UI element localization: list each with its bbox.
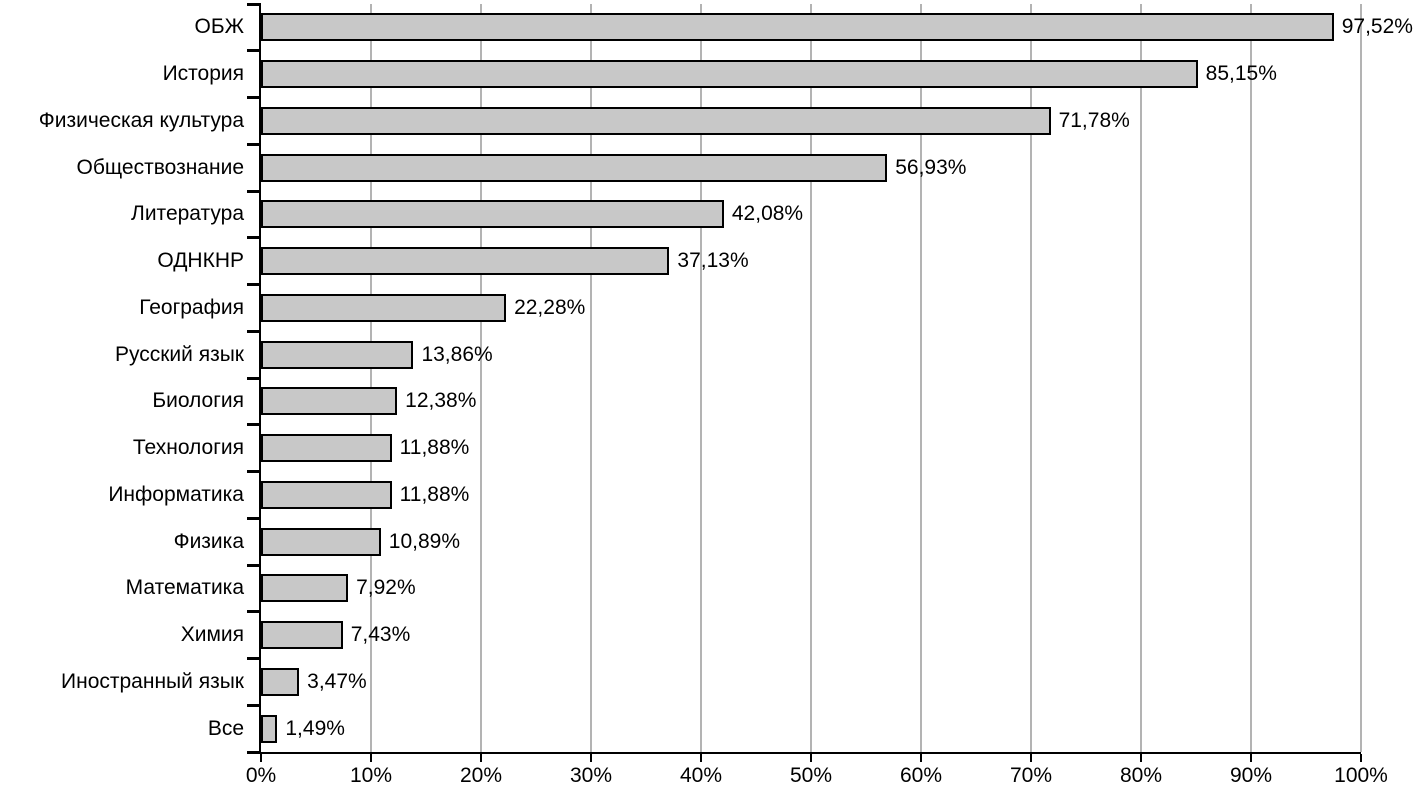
bar <box>261 714 278 743</box>
bar <box>261 667 300 696</box>
value-label: 56,93% <box>895 155 967 179</box>
gridline <box>1030 4 1032 752</box>
value-label: 13,86% <box>421 342 493 366</box>
gridline <box>480 4 482 752</box>
y-axis-tick <box>247 96 261 99</box>
x-axis-tick-label: 20% <box>459 764 503 787</box>
plot-area: 97,52% 85,15% 71,78% 56,93% 42,08% 37,13% 22,2… <box>259 4 1413 754</box>
y-axis-tick <box>247 423 261 427</box>
category-label: Технология <box>132 436 244 460</box>
category-label: Русский язык <box>114 342 244 366</box>
x-axis-tick <box>700 754 702 762</box>
value-label: 85,15% <box>1205 62 1277 86</box>
x-axis-tick-label: 50% <box>789 764 833 787</box>
category-label: Математика <box>125 576 244 600</box>
y-axis-tick <box>247 470 261 473</box>
y-axis-tick <box>247 657 261 660</box>
category-label: История <box>162 62 244 86</box>
x-axis-tick-label: 30% <box>569 764 613 787</box>
y-axis-tick <box>247 329 261 333</box>
gridline <box>920 4 922 752</box>
bar <box>261 293 507 322</box>
x-axis-tick <box>480 754 482 762</box>
category-label: Информатика <box>108 482 244 506</box>
gridline <box>1140 4 1142 752</box>
bar <box>261 480 392 509</box>
bar <box>261 574 349 603</box>
y-axis-tick <box>247 142 261 146</box>
bar <box>261 106 1051 135</box>
y-axis-tick <box>247 703 261 707</box>
value-label: 7,92% <box>356 576 416 600</box>
gridline <box>1360 4 1362 752</box>
y-axis-tick <box>247 189 261 193</box>
value-label: 42,08% <box>731 202 804 226</box>
gridline <box>810 4 812 752</box>
x-axis-tick <box>1030 754 1032 762</box>
value-label: 10,89% <box>388 529 461 553</box>
bar <box>261 200 724 229</box>
y-axis-tick <box>247 610 261 614</box>
value-label: 71,78% <box>1058 108 1130 132</box>
x-axis-tick <box>1250 754 1252 762</box>
y-axis-tick <box>247 516 261 520</box>
category-label: Иностранный язык <box>61 669 244 693</box>
y-axis-tick <box>247 49 261 53</box>
y-axis-tick <box>247 283 261 286</box>
value-label: 1,49% <box>285 716 345 740</box>
category-label: Все <box>207 716 244 740</box>
y-axis-tick <box>247 750 261 754</box>
bar <box>261 13 1334 42</box>
x-axis-tick-label: 0% <box>245 764 277 787</box>
x-axis-tick-label: 70% <box>1009 764 1053 787</box>
x-axis-tick <box>260 754 262 762</box>
value-label: 11,88% <box>399 482 470 506</box>
x-axis-tick-label: 90% <box>1229 764 1273 787</box>
x-axis-tick <box>590 754 592 762</box>
category-label: Химия <box>180 623 244 647</box>
value-label: 3,47% <box>307 669 367 693</box>
y-axis-tick <box>247 2 261 6</box>
x-axis-tick-label: 10% <box>349 764 393 787</box>
bar <box>261 247 670 276</box>
bar <box>261 60 1198 89</box>
bar <box>261 387 398 416</box>
category-label: Физика <box>173 529 244 553</box>
gridline <box>590 4 592 752</box>
gridline <box>700 4 702 752</box>
category-label: Биология <box>152 389 244 413</box>
value-label: 22,28% <box>514 295 586 319</box>
y-axis-tick <box>247 563 261 567</box>
y-axis-tick <box>247 236 261 240</box>
gridline <box>370 4 372 752</box>
value-label: 12,38% <box>405 389 477 413</box>
category-label: Физическая культура <box>38 108 244 132</box>
bar <box>261 527 381 556</box>
value-label: 97,52% <box>1341 15 1413 39</box>
value-label: 7,43% <box>350 623 411 647</box>
x-axis-tick <box>1360 754 1362 762</box>
x-axis-tick-label: 60% <box>899 764 943 787</box>
x-axis-tick <box>920 754 922 762</box>
value-label: 11,88% <box>399 436 470 460</box>
y-axis-tick <box>247 376 261 380</box>
category-label: География <box>139 295 244 319</box>
category-label: ОДНКНР <box>157 249 244 273</box>
bar <box>261 340 414 369</box>
x-axis-tick <box>1140 754 1142 762</box>
bar <box>261 153 888 182</box>
value-label: 37,13% <box>677 249 749 273</box>
category-label: ОБЖ <box>194 15 244 39</box>
bar <box>261 434 392 463</box>
gridline <box>1250 4 1252 752</box>
x-axis-tick-label: 100% <box>1334 764 1388 787</box>
x-axis-tick <box>810 754 812 762</box>
category-label: Обществознание <box>76 155 244 179</box>
x-axis-tick-label: 40% <box>679 764 723 787</box>
x-axis-tick <box>370 754 372 762</box>
x-axis-tick-label: 80% <box>1119 764 1163 787</box>
bar <box>261 621 343 650</box>
category-label: Литература <box>131 202 244 226</box>
